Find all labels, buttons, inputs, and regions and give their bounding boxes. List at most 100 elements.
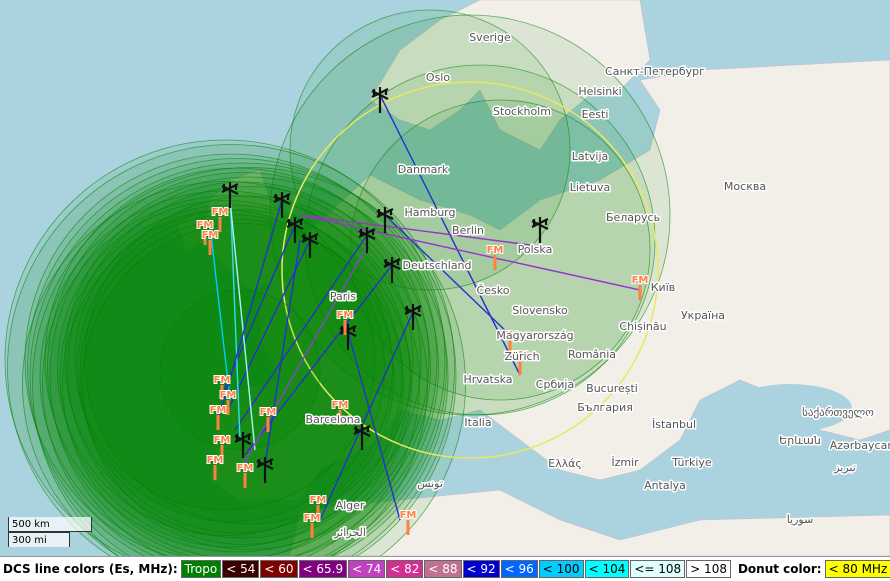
dcs-line [299, 214, 531, 246]
place-label: Azərbaycan [830, 439, 890, 452]
place-label: Hrvatska [463, 373, 512, 386]
place-label: Stockholm [493, 105, 551, 118]
coverage-circle [4, 139, 446, 556]
place-label: Deutschland [402, 259, 471, 272]
legend-item: <= 108 [630, 560, 686, 578]
legend-item: < 60 [260, 560, 298, 578]
legend-item: < 100 [538, 560, 584, 578]
fm-marker: FM [207, 455, 224, 466]
dcs-line [229, 189, 241, 441]
place-label: București [586, 382, 638, 395]
fm-marker: FM [237, 463, 254, 474]
fm-marker: FM [502, 330, 519, 341]
place-label: تبریز [833, 461, 856, 474]
coverage-circle [47, 172, 439, 556]
place-label: Latvija [572, 150, 609, 163]
fm-marker: FM [512, 350, 529, 361]
dcs-line [299, 214, 641, 291]
place-label: Barcelona [306, 413, 361, 426]
dcs-line [264, 239, 301, 466]
place-labels: Sverige Oslo Санкт-Петербург Helsinki Stockh… [304, 30, 890, 541]
place-label: تونس [417, 477, 443, 490]
coverage-circles [4, 9, 671, 556]
place-label: Slovensko [512, 304, 568, 317]
tyrrhenian-sea [430, 420, 520, 480]
coverage-circle [349, 99, 651, 401]
antenna-icon [531, 217, 549, 243]
fm-marker: FM [400, 510, 417, 521]
place-label: Zürich [504, 350, 539, 363]
place-label: الجزائر [333, 526, 366, 539]
dcs-line [217, 199, 283, 421]
place-label: Italia [464, 416, 491, 429]
antenna-icon [404, 304, 422, 330]
fm-marker: FM [337, 310, 354, 321]
legend-title: DCS line colors (Es, MHz): [3, 562, 178, 576]
antenna-icon [383, 257, 401, 283]
place-label: Санкт-Петербург [605, 65, 705, 78]
place-label: Paris [330, 290, 356, 303]
dcs-line [227, 239, 311, 411]
coverage-circle [7, 144, 455, 556]
legend-item: < 88 [424, 560, 462, 578]
dcs-line [384, 214, 511, 336]
land [177, 0, 890, 556]
scale-bar: 500 km 300 mi [8, 517, 92, 547]
place-label: سوريا [787, 513, 814, 526]
fm-marker: FM [212, 207, 229, 218]
antenna-icon [353, 424, 371, 450]
legend: DCS line colors (Es, MHz): Tropo < 54 < 60 <… [0, 556, 890, 581]
place-label: Србија [536, 378, 574, 391]
place-label: Київ [651, 281, 676, 294]
donut-circle [281, 81, 659, 459]
place-label: Москва [724, 180, 766, 193]
legend-item: < 104 [584, 560, 630, 578]
dcs-line [234, 234, 368, 431]
fm-marker: FM [202, 230, 219, 241]
fm-marker: FM [214, 375, 231, 386]
antenna-icon [221, 182, 239, 208]
place-label: Беларусь [606, 211, 660, 224]
scale-km: 500 km [8, 517, 92, 532]
dcs-line [319, 311, 414, 521]
donut-item: < 80 MHz [824, 560, 890, 578]
place-label: Danmark [398, 163, 449, 176]
legend-item: < 92 [462, 560, 500, 578]
legend-item: < 74 [348, 560, 386, 578]
fm-marker: FM [260, 407, 277, 418]
antenna-icon [339, 324, 357, 350]
place-label: Oslo [426, 71, 450, 84]
legend-item: < 96 [500, 560, 538, 578]
place-label: România [568, 348, 616, 361]
donut-title: Donut color: [737, 562, 822, 576]
fm-marker: FM [487, 245, 504, 256]
black-sea [728, 384, 852, 432]
antenna-icon [371, 87, 389, 113]
coverage-circle [57, 200, 393, 536]
legend-item: < 54 [222, 560, 260, 578]
dcs-line [229, 199, 256, 451]
coverage-circle [289, 9, 571, 291]
legend-item: > 108 [686, 560, 731, 578]
fm-marker: FM [632, 275, 649, 286]
antenna-icon [256, 457, 274, 483]
dcs-line [347, 331, 401, 521]
antenna-icon [286, 217, 304, 243]
place-label: Ελλάς [548, 457, 582, 470]
place-label: Chișinău [619, 320, 666, 333]
fm-marker: FM [220, 390, 237, 401]
place-label: Երևան [779, 434, 821, 447]
place-label: Eesti [582, 108, 609, 121]
place-label: Helsinki [578, 85, 621, 98]
fm-marker: FM [210, 405, 227, 416]
antenna-icon [234, 432, 252, 458]
place-label: İstanbul [652, 418, 696, 431]
place-label: Alger [336, 499, 365, 512]
coverage-circle [22, 181, 428, 556]
place-label: Berlin [452, 224, 484, 237]
antenna-icon [301, 232, 319, 258]
place-label: საქართველო [802, 406, 874, 419]
place-label: Lietuva [570, 181, 611, 194]
place-label: Antalya [644, 479, 686, 492]
